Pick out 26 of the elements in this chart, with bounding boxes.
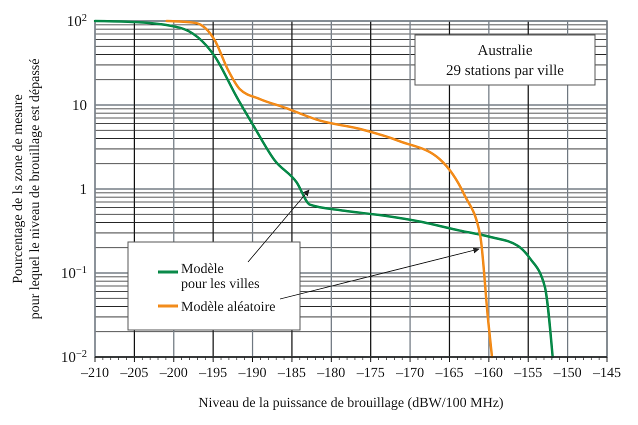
legend-label: Modèle pour les villes [181, 262, 260, 292]
x-tick-label: –150 [552, 366, 582, 381]
y-tick-label: 10$^{2}$ [66, 12, 87, 30]
x-tick-label: –165 [434, 366, 464, 381]
x-tick-label: –175 [356, 366, 385, 381]
x-tick-label: –185 [276, 366, 306, 381]
x-tick-label: –145 [592, 366, 621, 381]
x-tick-label: –195 [198, 366, 228, 381]
x-tick-label: –170 [395, 366, 424, 381]
x-tick-label: –180 [316, 366, 346, 381]
x-tick-label: –200 [158, 366, 188, 381]
y-tick-label: 10 [72, 98, 87, 114]
x-tick-label: –210 [80, 366, 109, 381]
x-tick-label: –155 [513, 366, 542, 381]
y-axis-title: Pourcentage de ls zone de mesure pour lequel le niveau de brouillage est dépassé [11, 58, 43, 320]
note-box: Australie 29 stations par ville [414, 34, 596, 86]
legend-label: Modèle aléatoire [181, 300, 276, 315]
annotation: 29 stations par ville [446, 63, 564, 79]
x-tick-label: –190 [238, 366, 267, 381]
x-axis-title: Niveau de la puissance de brouillage (dBW/100 MHz) [198, 396, 504, 411]
y-tick-label: 10$^{−2}$ [60, 348, 87, 366]
y-tick-label: 1 [80, 182, 87, 198]
annotation: Australie [478, 43, 533, 59]
y-tick-label: 10$^{−1}$ [60, 264, 87, 282]
x-tick-label: –205 [119, 366, 148, 381]
x-tick-label: –160 [474, 366, 503, 381]
